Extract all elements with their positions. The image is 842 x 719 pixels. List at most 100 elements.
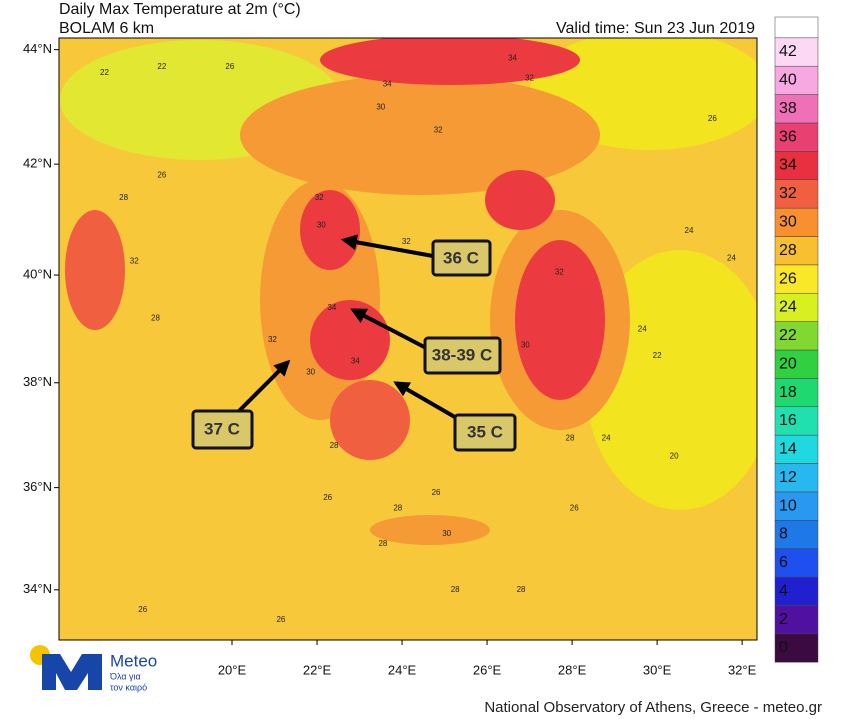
contour-label: 32 bbox=[315, 193, 324, 202]
colorbar-box bbox=[774, 349, 819, 379]
colorbar-label: 28 bbox=[779, 242, 797, 259]
colorbar-label: 42 bbox=[779, 43, 797, 60]
contour-label: 28 bbox=[378, 539, 387, 548]
contour-label: 28 bbox=[566, 433, 575, 442]
contour-label: 28 bbox=[119, 193, 128, 202]
map-frame bbox=[58, 37, 758, 641]
colorbar-label: 26 bbox=[779, 270, 797, 287]
colorbar-label: 18 bbox=[779, 384, 797, 401]
colorbar-label: 0 bbox=[779, 639, 788, 656]
y-tick-label: 38°N bbox=[23, 374, 52, 389]
contour-label: 34 bbox=[508, 53, 517, 62]
contour-label: 22 bbox=[100, 68, 109, 77]
contour-label: 26 bbox=[276, 615, 285, 624]
contour-label: 24 bbox=[638, 324, 647, 333]
contour-label: 28 bbox=[517, 585, 526, 594]
footer: National Observatory of Athens, Greece -… bbox=[484, 699, 822, 716]
contour-label: 26 bbox=[225, 62, 234, 71]
contour-label: 26 bbox=[708, 114, 717, 123]
contour-label: 26 bbox=[323, 493, 332, 502]
colorbar-box bbox=[774, 94, 819, 124]
y-tick-label: 40°N bbox=[23, 266, 52, 281]
contour-label: 30 bbox=[521, 341, 530, 350]
contour-label: 28 bbox=[393, 503, 402, 512]
callout: 35 C bbox=[393, 381, 517, 452]
contour-label: 30 bbox=[306, 367, 315, 376]
colorbar-box bbox=[774, 406, 819, 436]
contour-label: 28 bbox=[330, 441, 339, 450]
y-tick-label: 34°N bbox=[23, 581, 52, 596]
callout-label: 36 C bbox=[443, 248, 479, 267]
logo-tagline: Όλα για bbox=[109, 671, 141, 681]
contour-label: 28 bbox=[451, 585, 460, 594]
x-tick-label: 20°E bbox=[218, 662, 247, 677]
colorbar-box bbox=[774, 151, 819, 180]
temperature-field: 26 22 22 34 32 34 26 30 32 32 30 32 32 24 22 24 34 34 30 32… bbox=[59, 38, 757, 640]
x-tick-label: 32°E bbox=[728, 662, 757, 677]
contour-label: 30 bbox=[376, 102, 385, 111]
x-tick-label: 24°E bbox=[388, 662, 417, 677]
colorbar-label: 10 bbox=[779, 497, 797, 514]
callout: 36 C bbox=[340, 234, 492, 277]
contour-label: 30 bbox=[442, 529, 451, 538]
contour-label: 32 bbox=[525, 74, 534, 83]
colorbar-label: 4 bbox=[779, 582, 788, 599]
contour-label: 32 bbox=[268, 335, 277, 344]
valid-time: Valid time: Sun 23 Jun 2019 bbox=[556, 20, 755, 37]
contour-label: 24 bbox=[727, 254, 736, 263]
contour-label: 30 bbox=[317, 221, 326, 230]
callout: 38-39 C bbox=[350, 308, 502, 375]
colorbar-label: 20 bbox=[779, 355, 797, 372]
logo: Meteo Όλα για τον καιρό bbox=[30, 645, 157, 692]
colorbar-label: 16 bbox=[779, 412, 797, 429]
callout: 37 C bbox=[191, 359, 291, 450]
colorbar-label: 34 bbox=[779, 157, 797, 174]
x-tick-label: 28°E bbox=[558, 662, 587, 677]
x-tick-label: 30°E bbox=[643, 662, 672, 677]
title: Daily Max Temperature at 2m (°C) bbox=[59, 1, 301, 18]
contour-label: 22 bbox=[653, 351, 662, 360]
y-tick-label: 36°N bbox=[23, 479, 52, 494]
colorbar-label: 12 bbox=[779, 469, 797, 486]
colorbar-label: 30 bbox=[779, 214, 797, 231]
contour-label: 32 bbox=[555, 267, 564, 276]
colorbar-label: 36 bbox=[779, 128, 797, 145]
colorbar-label: 22 bbox=[779, 327, 797, 344]
logo-name: Meteo bbox=[110, 651, 157, 670]
colorbar-box bbox=[774, 122, 819, 152]
colorbar-label: 14 bbox=[779, 441, 797, 458]
callout-label: 35 C bbox=[467, 422, 503, 441]
contour-label: 34 bbox=[327, 303, 336, 312]
contour-label: 34 bbox=[351, 357, 360, 366]
colorbar-box bbox=[774, 633, 819, 663]
y-tick-label: 42°N bbox=[23, 156, 52, 171]
contour-label: 34 bbox=[383, 80, 392, 89]
colorbar-label: 32 bbox=[779, 185, 797, 202]
contour-label: 26 bbox=[570, 503, 579, 512]
colorbar-label: 6 bbox=[779, 554, 788, 571]
logo-tagline: τον καιρό bbox=[110, 682, 147, 692]
colorbar-box bbox=[774, 16, 819, 39]
model: BOLAM 6 km bbox=[59, 20, 154, 37]
contour-label: 22 bbox=[157, 62, 166, 71]
colorbar-box bbox=[774, 37, 819, 67]
contour-label: 26 bbox=[138, 605, 147, 614]
colorbar-box bbox=[774, 605, 819, 635]
contour-label: 26 bbox=[157, 170, 166, 179]
contour-label: 32 bbox=[130, 256, 139, 265]
colorbar-label: 24 bbox=[779, 299, 797, 316]
x-tick-label: 26°E bbox=[473, 662, 502, 677]
contour-label: 24 bbox=[602, 433, 611, 442]
contour-label: 28 bbox=[151, 314, 160, 323]
colorbar-box bbox=[774, 548, 819, 578]
colorbar-box bbox=[774, 292, 819, 322]
contour-label: 20 bbox=[670, 452, 679, 461]
contour-label: 32 bbox=[434, 125, 443, 134]
callout-label: 37 C bbox=[204, 419, 240, 438]
x-tick-label: 22°E bbox=[303, 662, 332, 677]
colorbar-label: 2 bbox=[779, 611, 788, 628]
colorbar-box bbox=[774, 65, 819, 95]
colorbar-box bbox=[774, 236, 819, 266]
colorbar-box bbox=[774, 378, 819, 408]
